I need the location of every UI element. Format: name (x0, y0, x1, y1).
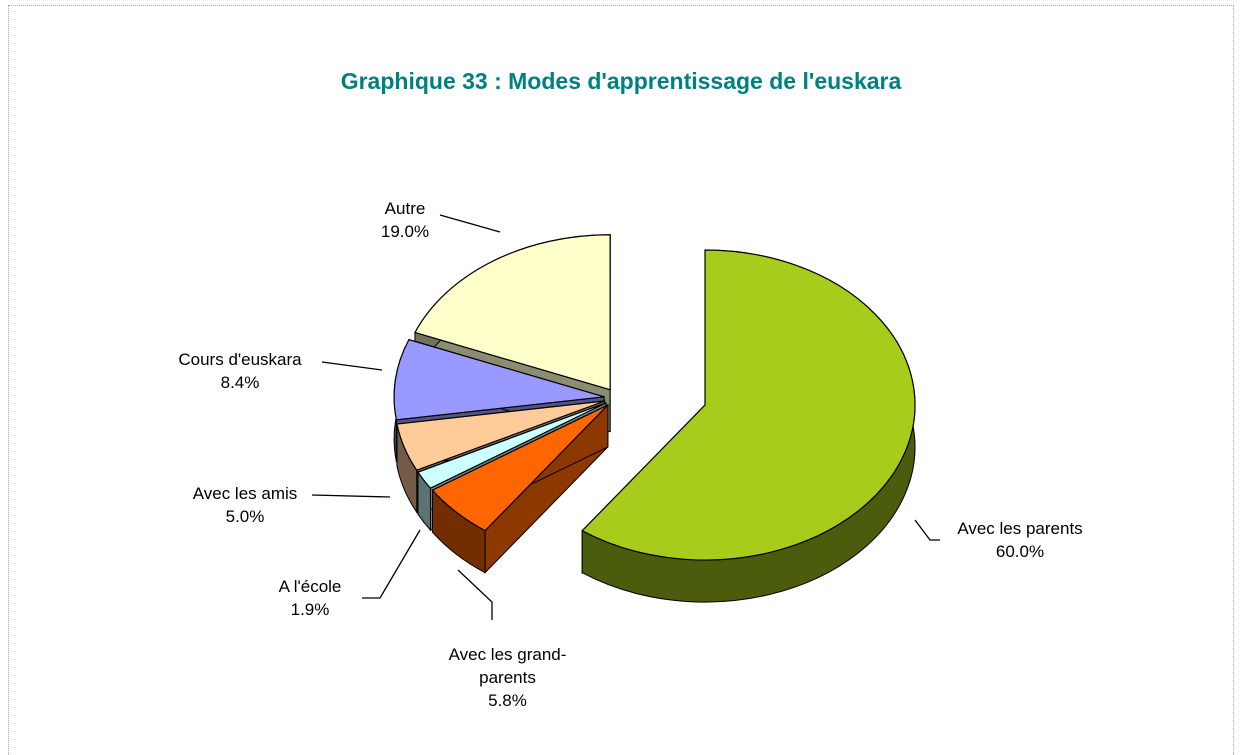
slice-label: Avec les grand-parents 5.8% (445, 643, 570, 712)
slice (431, 403, 609, 574)
value-label: 5.8% (488, 691, 527, 710)
slice-top (414, 234, 611, 391)
category-label: Autre (384, 199, 426, 218)
slices (393, 234, 916, 603)
leader-line (439, 214, 501, 233)
slice-label: Avec les parents 60.0% (935, 517, 1105, 563)
category-label: Avec les parents (957, 519, 1083, 538)
leader-line (321, 361, 383, 371)
slice-label: A l'école 1.9% (260, 575, 360, 621)
slice-top (393, 338, 605, 421)
leader-line (914, 519, 940, 541)
leader-line (311, 494, 391, 498)
category-label: Cours d'euskara (178, 350, 302, 369)
category-label: A l'école (278, 577, 342, 596)
frame (8, 5, 1234, 755)
chart-title: Graphique 33 : Modes d'apprentissage de … (340, 68, 902, 94)
category-label: Avec les grand-parents (448, 645, 567, 687)
value-label: 1.9% (290, 600, 330, 619)
slice-top (581, 249, 916, 561)
slice-top (417, 402, 607, 489)
slice-label: Autre 19.0% (355, 197, 455, 243)
value-label: 8.4% (220, 373, 260, 392)
slice-label: Cours d'euskara 8.4% (155, 348, 325, 394)
value-label: 60.0% (995, 542, 1045, 561)
slice-top (396, 400, 605, 471)
slice-label: Avec les amis 5.0% (170, 482, 320, 528)
slice-top (431, 404, 609, 532)
category-label: Avec les amis (192, 484, 298, 503)
value-label: 19.0% (380, 222, 430, 241)
slice (581, 249, 916, 603)
value-label: 5.0% (225, 507, 265, 526)
leader-line (362, 529, 421, 599)
leader-line (457, 569, 493, 620)
